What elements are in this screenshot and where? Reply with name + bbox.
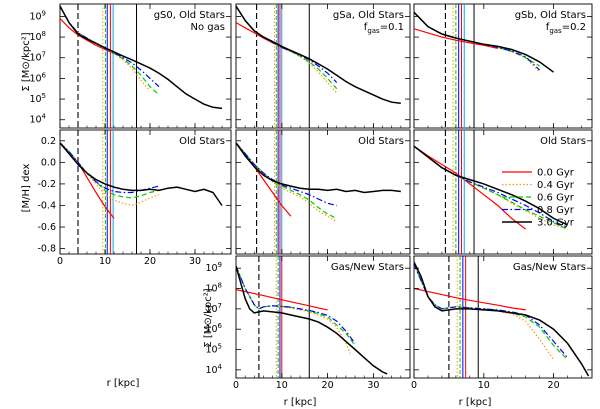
series-line-30Gyr (236, 265, 388, 375)
legend-label: 0.4 Gyr (537, 180, 575, 191)
xtick-label: 20 (144, 256, 156, 267)
ytick-label: 106 (29, 71, 46, 84)
panel-title: No gas (191, 22, 225, 33)
ytick-label: 0.0 (41, 157, 56, 168)
series-line-08Gyr (414, 145, 568, 228)
series-line-00Gyr (236, 289, 328, 311)
series-line-04Gyr (236, 142, 338, 223)
xlabel-col3: r [kpc] (459, 397, 492, 408)
legend-entry: 0.6 Gyr (502, 193, 575, 204)
panel-gSb_gas: 0 10 20 Gas/New Stars (411, 255, 593, 391)
ytick-label: 105 (29, 92, 46, 105)
xtick-label: 30 (367, 380, 379, 391)
ylabel-row2: [M/H] dex (21, 164, 32, 213)
xtick-label: 10 (478, 380, 490, 391)
xtick-label: 20 (322, 380, 334, 391)
ytick-label: -0.2 (37, 179, 56, 190)
series-line-08Gyr (414, 263, 569, 359)
series-line-06Gyr (236, 142, 337, 219)
panel-frame (59, 3, 232, 129)
panel-title: Gas/New Stars (331, 262, 404, 273)
panel-frame (235, 129, 411, 255)
series-line-30Gyr (414, 11, 555, 73)
ytick-label: 109 (29, 9, 46, 22)
xtick-label: 0 (233, 380, 239, 391)
legend-label: 3.0 Gyr (537, 218, 575, 229)
legend-entry: 0.4 Gyr (502, 180, 575, 191)
xtick-label: 20 (548, 380, 560, 391)
series-line-04Gyr (414, 263, 555, 361)
ytick-label: 0.2 (41, 136, 56, 147)
panel-frame (413, 3, 593, 129)
xtick-label: 10 (99, 256, 111, 267)
panel-gSb_metal: Old Stars (413, 129, 593, 255)
panel-gSa_metal: Old Stars (235, 129, 411, 255)
series-line-30Gyr (236, 5, 401, 104)
legend-label: 0.6 Gyr (537, 193, 575, 204)
series-line-30Gyr (414, 261, 590, 377)
panel-title: gSa, Old Stars (333, 10, 404, 21)
panel-title: gS0, Old Stars (154, 10, 225, 21)
ylabel-row3: Σ [M⊙/kpc²] (203, 288, 214, 347)
series-line-00Gyr (414, 287, 526, 311)
panel-title: gSb, Old Stars (515, 10, 586, 21)
series-line-30Gyr (414, 145, 568, 226)
ytick-label: 104 (29, 113, 46, 126)
series-line-00Gyr (414, 145, 527, 230)
ytick-label: -0.6 (37, 222, 56, 233)
xtick-label: 0 (57, 256, 63, 267)
xtick-label: 0 (411, 380, 417, 391)
legend-label: 0.8 Gyr (537, 205, 575, 216)
series-line-08Gyr (60, 5, 160, 88)
series-line-06Gyr (60, 5, 160, 96)
series-line-08Gyr (236, 5, 338, 83)
panel-gS0_metal: 0 10 20 30 0.2 0.0 -0.2 -0.4 -0.6 -0.8 Old Stars (37, 129, 232, 267)
series-line-06Gyr (414, 263, 569, 361)
panel-title: Gas/New Stars (513, 262, 586, 273)
xtick-label: 10 (276, 380, 288, 391)
panel-title: fgas=0.2 (546, 22, 586, 35)
series-line-08Gyr (236, 265, 356, 344)
series-line-00Gyr (60, 18, 115, 55)
xlabel-col1: r [kpc] (107, 378, 140, 389)
ytick-label: -0.4 (37, 200, 56, 211)
panel-title: fgas=0.1 (364, 22, 404, 35)
legend-label: 0.0 Gyr (537, 168, 575, 179)
ytick-label: 109 (205, 261, 222, 274)
panel-frame (413, 129, 593, 255)
series-line-08Gyr (236, 142, 337, 207)
ylabel-row1: Σ [M⊙/kpc²] (21, 32, 32, 91)
series-line-04Gyr (60, 142, 160, 207)
panel-frame (413, 255, 593, 379)
series-line-00Gyr (414, 28, 498, 49)
xtick-label: 30 (189, 256, 201, 267)
series-line-30Gyr (60, 5, 223, 110)
series-line-06Gyr (236, 265, 356, 346)
panel-frame (235, 255, 411, 379)
panel-title: Old Stars (540, 136, 586, 147)
ytick-label: 104 (205, 363, 222, 376)
panel-frame (59, 129, 232, 255)
xlabel-col2: r [kpc] (284, 397, 317, 408)
series-line-06Gyr (60, 142, 160, 199)
ytick-label: -0.8 (37, 244, 56, 255)
series-line-30Gyr (60, 142, 223, 206)
legend-entry: 3.0 Gyr (502, 218, 575, 229)
panel-title: Old Stars (358, 136, 404, 147)
legend-entry: 0.0 Gyr (502, 168, 575, 179)
series-line-30Gyr (236, 142, 401, 194)
legend-entry: 0.8 Gyr (502, 205, 575, 216)
panel-title: Old Stars (179, 136, 225, 147)
panel-frame (235, 3, 411, 129)
series-line-04Gyr (236, 265, 352, 354)
